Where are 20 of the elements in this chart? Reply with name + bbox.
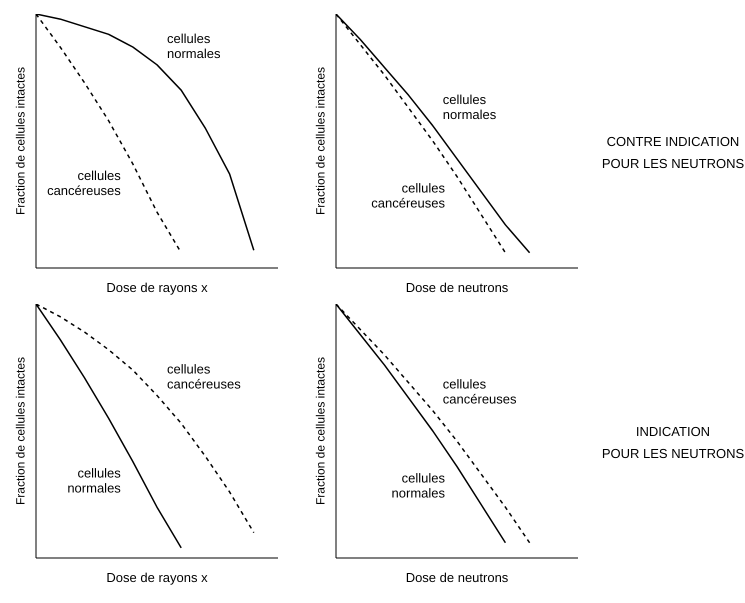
x-axis-title: Dose de neutrons — [406, 280, 509, 295]
series-label: cellules normales — [392, 470, 446, 501]
series-label: cellules cancéreuses — [371, 180, 446, 211]
series-label: cellules normales — [442, 92, 497, 122]
x-axis-title: Dose de rayons x — [106, 570, 208, 585]
series-label: cellules normales — [167, 30, 221, 61]
text: INDICATION — [634, 423, 712, 441]
y-axis-title: Fraction de cellules intactes — [13, 66, 28, 216]
series-label: cellules cancéreuses — [47, 168, 122, 198]
x-axis-title: Dose de rayons x — [106, 280, 208, 295]
text: POUR LES NEUTRONS — [600, 155, 745, 173]
text: CONTRE INDICATION — [606, 133, 740, 151]
y-axis-title: Fraction de cellules intactes — [13, 356, 28, 506]
y-axis-title: Fraction de cellules intactes — [313, 356, 328, 506]
y-axis-title: Fraction de cellules intactes — [313, 66, 328, 216]
series-label: cellules cancéreuses — [167, 361, 242, 392]
series-label: cellules normales — [67, 465, 122, 496]
x-axis-title: Dose de neutrons — [406, 570, 509, 585]
series-label: cellules cancéreuses — [442, 376, 518, 407]
text: POUR LES NEUTRONS — [600, 445, 745, 463]
